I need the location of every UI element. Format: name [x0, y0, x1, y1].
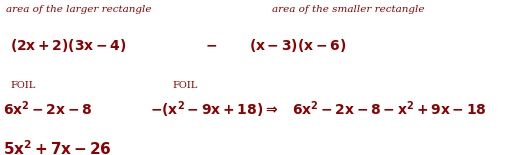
Text: $\mathbf{(2x+2)(3x-4)}$: $\mathbf{(2x+2)(3x-4)}$ — [10, 37, 127, 54]
Text: $\mathbf{6x^2-2x-8-x^2+9x-18}$: $\mathbf{6x^2-2x-8-x^2+9x-18}$ — [292, 99, 487, 118]
Text: $\mathbf{-}$: $\mathbf{-}$ — [205, 37, 217, 51]
Text: $\mathbf{-(x^2-9x+18)\Rightarrow}$: $\mathbf{-(x^2-9x+18)\Rightarrow}$ — [150, 99, 278, 120]
Text: area of the larger rectangle: area of the larger rectangle — [6, 5, 151, 14]
Text: FOIL: FOIL — [10, 81, 36, 90]
Text: FOIL: FOIL — [173, 81, 198, 90]
Text: $\mathbf{6x^2-2x-8}$: $\mathbf{6x^2-2x-8}$ — [3, 99, 92, 118]
Text: $\mathbf{5x^2+7x-26}$: $\mathbf{5x^2+7x-26}$ — [3, 140, 111, 155]
Text: $\mathbf{(x-3)(x-6)}$: $\mathbf{(x-3)(x-6)}$ — [249, 37, 346, 54]
Text: area of the smaller rectangle: area of the smaller rectangle — [272, 5, 424, 14]
